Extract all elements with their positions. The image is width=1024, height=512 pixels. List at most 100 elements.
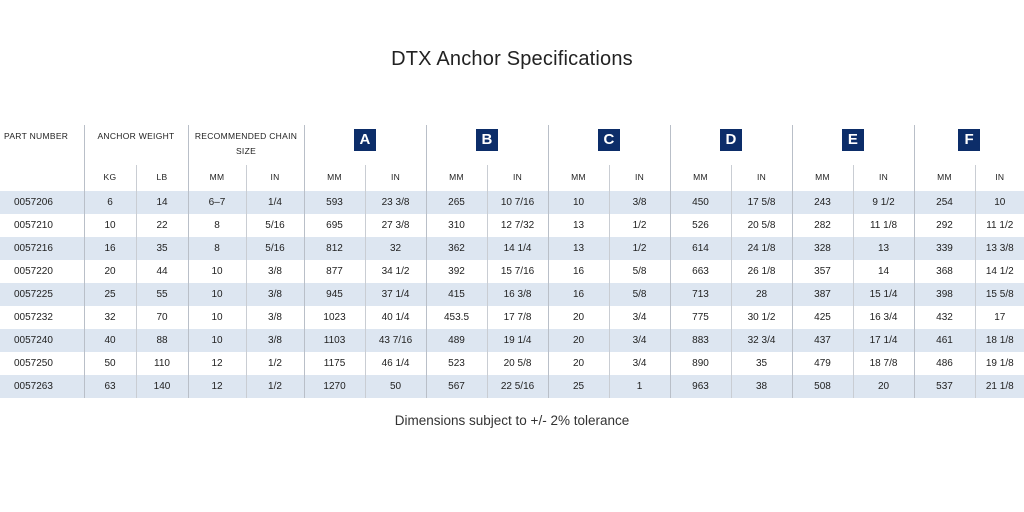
dim-c-mm-cell: 25	[547, 375, 610, 398]
header-d-mm: MM	[669, 165, 732, 191]
dim-d-in-cell: 24 1/8	[730, 237, 793, 260]
dimension-b-badge: B	[476, 129, 499, 151]
dim-a-in-cell: 34 1/2	[364, 260, 427, 283]
weight-kg-cell: 16	[83, 237, 136, 260]
dim-d-in-cell: 32 3/4	[730, 329, 793, 352]
table-row: 0057206 6 14 6–7 1/4 593 23 3/8 265 10 7/16 10 3/8…	[0, 191, 1024, 214]
weight-kg-cell: 6	[83, 191, 136, 214]
part-number-cell: 0057250	[0, 352, 84, 375]
chain-mm-cell: 8	[187, 237, 246, 260]
dim-f-mm-cell: 254	[913, 191, 976, 214]
dim-e-mm-cell: 328	[791, 237, 854, 260]
dim-c-mm-cell: 20	[547, 306, 610, 329]
chain-in-cell: 1/2	[245, 375, 305, 398]
dim-d-in-cell: 26 1/8	[730, 260, 793, 283]
dim-b-in-cell: 22 5/16	[486, 375, 549, 398]
chain-mm-cell: 12	[187, 375, 246, 398]
dim-e-in-cell: 14	[852, 260, 915, 283]
chain-mm-cell: 6–7	[187, 191, 246, 214]
dim-c-mm-cell: 13	[547, 237, 610, 260]
dim-c-mm-cell: 10	[547, 191, 610, 214]
header-b-mm: MM	[425, 165, 488, 191]
dim-c-in-cell: 5/8	[608, 283, 671, 306]
dim-e-in-cell: 15 1/4	[852, 283, 915, 306]
header-recommended-chain-size: RECOMMENDED CHAIN SIZE	[187, 125, 305, 165]
dim-d-in-cell: 30 1/2	[730, 306, 793, 329]
part-number-cell: 0057220	[0, 260, 84, 283]
weight-lb-cell: 140	[135, 375, 188, 398]
dim-d-in-cell: 17 5/8	[730, 191, 793, 214]
dim-a-mm-cell: 593	[303, 191, 366, 214]
dim-f-in-cell: 11 1/2	[974, 214, 1024, 237]
dim-a-mm-cell: 812	[303, 237, 366, 260]
dim-d-mm-cell: 663	[669, 260, 732, 283]
dim-a-mm-cell: 1103	[303, 329, 366, 352]
dim-f-in-cell: 10	[974, 191, 1024, 214]
dim-a-in-cell: 32	[364, 237, 427, 260]
header-lb: LB	[135, 165, 188, 191]
weight-lb-cell: 22	[135, 214, 188, 237]
chain-mm-cell: 10	[187, 306, 246, 329]
dim-b-in-cell: 15 7/16	[486, 260, 549, 283]
weight-kg-cell: 20	[83, 260, 136, 283]
dim-b-in-cell: 14 1/4	[486, 237, 549, 260]
chain-in-cell: 1/4	[245, 191, 305, 214]
dim-c-mm-cell: 20	[547, 329, 610, 352]
dim-e-mm-cell: 425	[791, 306, 854, 329]
table-row: 0057240 40 88 10 3/8 1103 43 7/16 489 19 1/4 20 3/…	[0, 329, 1024, 352]
dim-e-mm-cell: 508	[791, 375, 854, 398]
dim-c-mm-cell: 13	[547, 214, 610, 237]
weight-kg-cell: 25	[83, 283, 136, 306]
weight-lb-cell: 44	[135, 260, 188, 283]
dim-c-in-cell: 5/8	[608, 260, 671, 283]
tolerance-note: Dimensions subject to +/- 2% tolerance	[394, 413, 630, 428]
dimension-a-badge: A	[354, 129, 377, 151]
chain-in-cell: 3/8	[245, 329, 305, 352]
weight-lb-cell: 70	[135, 306, 188, 329]
dim-e-in-cell: 18 7/8	[852, 352, 915, 375]
table-row: 0057250 50 110 12 1/2 1175 46 1/4 523 20 5/8 20 3/…	[0, 352, 1024, 375]
header-f-in: IN	[974, 165, 1024, 191]
table-row: 0057210 10 22 8 5/16 695 27 3/8 310 12 7/32 13 1/2…	[0, 214, 1024, 237]
dim-b-in-cell: 17 7/8	[486, 306, 549, 329]
dim-f-in-cell: 17	[974, 306, 1024, 329]
dimension-d-badge: D	[720, 129, 743, 151]
dim-c-in-cell: 1	[608, 375, 671, 398]
part-number-cell: 0057240	[0, 329, 84, 352]
weight-kg-cell: 63	[83, 375, 136, 398]
dimension-f-badge: F	[958, 129, 981, 151]
dim-e-mm-cell: 479	[791, 352, 854, 375]
dim-c-in-cell: 3/8	[608, 191, 671, 214]
dim-f-mm-cell: 432	[913, 306, 976, 329]
dim-d-mm-cell: 883	[669, 329, 732, 352]
weight-lb-cell: 14	[135, 191, 188, 214]
page-title: DTX Anchor Specifications	[391, 48, 633, 70]
dim-d-mm-cell: 775	[669, 306, 732, 329]
dim-d-in-cell: 38	[730, 375, 793, 398]
chain-in-cell: 3/8	[245, 260, 305, 283]
dim-a-in-cell: 27 3/8	[364, 214, 427, 237]
header-d-in: IN	[730, 165, 793, 191]
dim-e-in-cell: 16 3/4	[852, 306, 915, 329]
header-b-in: IN	[486, 165, 549, 191]
dim-b-mm-cell: 362	[425, 237, 488, 260]
dim-e-mm-cell: 387	[791, 283, 854, 306]
dim-f-in-cell: 14 1/2	[974, 260, 1024, 283]
part-number-cell: 0057216	[0, 237, 84, 260]
table-row: 0057225 25 55 10 3/8 945 37 1/4 415 16 3/8 16 5/8 7…	[0, 283, 1024, 306]
dim-e-mm-cell: 357	[791, 260, 854, 283]
part-number-cell: 0057210	[0, 214, 84, 237]
header-e-mm: MM	[791, 165, 854, 191]
dimension-e-badge: E	[842, 129, 865, 151]
dim-f-mm-cell: 398	[913, 283, 976, 306]
chain-in-cell: 1/2	[245, 352, 305, 375]
part-number-cell: 0057225	[0, 283, 84, 306]
dim-b-mm-cell: 523	[425, 352, 488, 375]
dim-a-in-cell: 40 1/4	[364, 306, 427, 329]
dim-a-in-cell: 43 7/16	[364, 329, 427, 352]
dim-d-mm-cell: 450	[669, 191, 732, 214]
dim-c-mm-cell: 20	[547, 352, 610, 375]
dim-f-mm-cell: 368	[913, 260, 976, 283]
dim-b-mm-cell: 489	[425, 329, 488, 352]
